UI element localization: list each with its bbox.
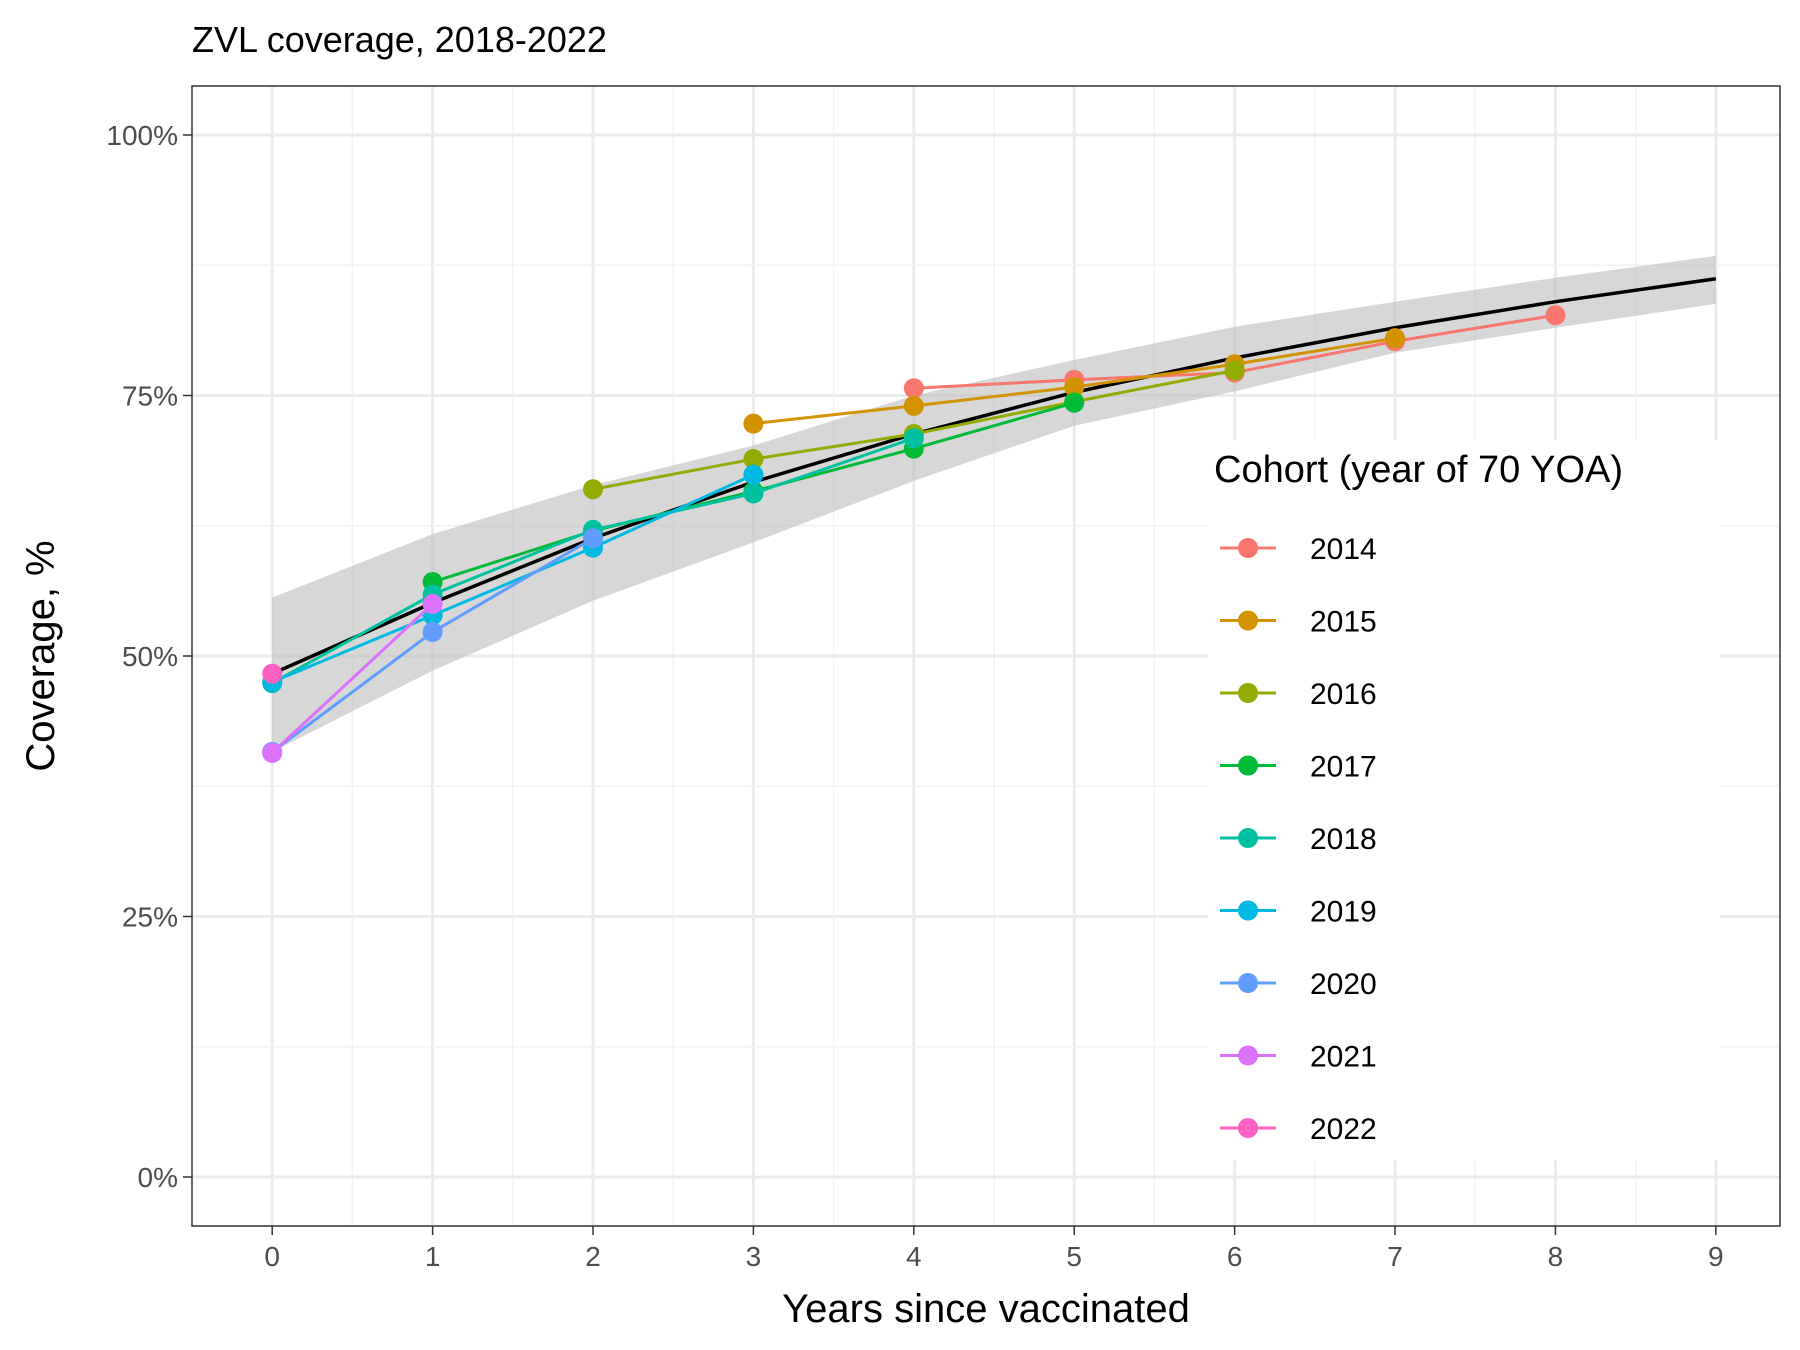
legend-label: 2021 xyxy=(1310,1041,1377,1074)
legend-key-point xyxy=(1238,683,1258,703)
fitted-curve xyxy=(271,277,1717,676)
legend-key-point xyxy=(1238,1118,1258,1138)
y-axis-title: Coverage, % xyxy=(19,540,63,771)
legend-background xyxy=(1208,440,1720,1160)
x-tick-label: 1 xyxy=(425,1241,441,1272)
legend: Cohort (year of 70 YOA) 2014 2015 2016 2017… xyxy=(1208,440,1720,1160)
legend-item-2015: 2015 xyxy=(1220,606,1377,639)
data-point-2016 xyxy=(743,449,764,470)
legend-label: 2018 xyxy=(1310,823,1377,856)
series-2022 xyxy=(262,663,283,684)
legend-item-2022: 2022 xyxy=(1220,1113,1377,1146)
confidence-band-area xyxy=(272,255,1716,752)
chart-title: ZVL coverage, 2018-2022 xyxy=(192,19,607,60)
legend-key-point xyxy=(1238,973,1258,993)
legend-item-2014: 2014 xyxy=(1220,533,1377,566)
data-point-2014 xyxy=(1545,305,1566,326)
data-point-2015 xyxy=(743,413,764,434)
x-tick-label: 3 xyxy=(746,1241,762,1272)
x-tick-label: 7 xyxy=(1387,1241,1403,1272)
x-axis-title: Years since vaccinated xyxy=(782,1287,1190,1331)
legend-key-point xyxy=(1238,610,1258,631)
legend-key-point xyxy=(1238,538,1258,558)
x-tick-label: 6 xyxy=(1227,1241,1243,1272)
data-point-2020 xyxy=(422,622,443,643)
data-point-2022 xyxy=(262,663,283,684)
data-point-2016 xyxy=(1224,360,1245,381)
legend-label: 2014 xyxy=(1310,533,1377,566)
x-tick-label: 2 xyxy=(585,1241,601,1272)
legend-item-2018: 2018 xyxy=(1220,823,1377,856)
y-axis-ticks: 0% 25% 50% 75% 100% xyxy=(106,120,192,1193)
legend-item-2017: 2017 xyxy=(1220,751,1377,784)
legend-label: 2015 xyxy=(1310,606,1377,639)
series-2021 xyxy=(262,593,443,763)
data-point-2018 xyxy=(903,428,924,449)
legend-label: 2017 xyxy=(1310,751,1377,784)
data-series xyxy=(262,305,1566,763)
legend-key-point xyxy=(1238,828,1258,848)
y-tick-label: 75% xyxy=(122,380,178,411)
y-tick-label: 50% xyxy=(122,641,178,672)
series-line-2019 xyxy=(271,473,755,684)
legend-title: Cohort (year of 70 YOA) xyxy=(1214,449,1623,491)
legend-item-2019: 2019 xyxy=(1220,896,1377,929)
data-point-2018 xyxy=(743,483,764,504)
x-tick-label: 9 xyxy=(1708,1241,1724,1272)
y-tick-label: 25% xyxy=(122,902,178,933)
x-tick-label: 8 xyxy=(1548,1241,1564,1272)
data-point-2019 xyxy=(743,464,764,485)
data-point-2020 xyxy=(583,528,604,549)
legend-label: 2016 xyxy=(1310,678,1377,711)
confidence-band xyxy=(272,255,1716,752)
y-tick-label: 0% xyxy=(138,1162,178,1193)
legend-key-point xyxy=(1238,1045,1258,1066)
legend-label: 2019 xyxy=(1310,896,1377,929)
x-tick-label: 0 xyxy=(264,1241,280,1272)
data-point-2014 xyxy=(903,378,924,399)
x-tick-label: 4 xyxy=(906,1241,922,1272)
y-tick-label: 100% xyxy=(106,120,178,151)
fitted-curve-line xyxy=(271,277,1717,676)
x-axis-ticks: 0 1 2 3 4 5 6 7 8 9 xyxy=(264,1226,1724,1272)
legend-label: 2020 xyxy=(1310,968,1377,1001)
grid-lines xyxy=(192,86,1780,1226)
legend-key-point xyxy=(1238,900,1258,921)
x-tick-label: 5 xyxy=(1066,1241,1082,1272)
data-point-2021 xyxy=(262,742,283,763)
data-point-2016 xyxy=(583,479,604,500)
data-point-2021 xyxy=(422,593,443,614)
data-point-2015 xyxy=(903,395,924,416)
series-line-2021 xyxy=(271,602,434,755)
legend-item-2021: 2021 xyxy=(1220,1041,1377,1074)
legend-item-2016: 2016 xyxy=(1220,678,1377,711)
data-point-2015 xyxy=(1385,328,1406,349)
legend-label: 2022 xyxy=(1310,1113,1377,1146)
data-point-2017 xyxy=(1064,392,1085,413)
legend-item-2020: 2020 xyxy=(1220,968,1377,1001)
legend-key-point xyxy=(1238,755,1258,776)
data-point-2015 xyxy=(1064,377,1085,398)
